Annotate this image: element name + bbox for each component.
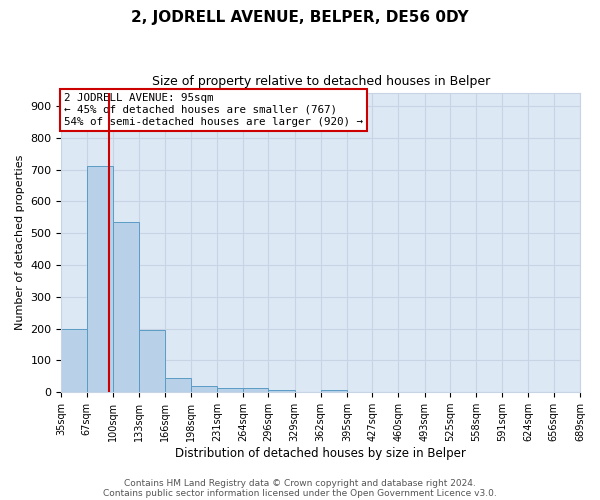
Text: Contains public sector information licensed under the Open Government Licence v3: Contains public sector information licen… <box>103 488 497 498</box>
Text: 2 JODRELL AVENUE: 95sqm
← 45% of detached houses are smaller (767)
54% of semi-d: 2 JODRELL AVENUE: 95sqm ← 45% of detache… <box>64 94 363 126</box>
Bar <box>113 222 139 392</box>
Bar <box>87 166 113 392</box>
Bar <box>165 378 191 392</box>
Title: Size of property relative to detached houses in Belper: Size of property relative to detached ho… <box>152 75 490 88</box>
Text: 2, JODRELL AVENUE, BELPER, DE56 0DY: 2, JODRELL AVENUE, BELPER, DE56 0DY <box>131 10 469 25</box>
Y-axis label: Number of detached properties: Number of detached properties <box>15 155 25 330</box>
Bar <box>191 386 217 392</box>
Bar <box>139 330 165 392</box>
Bar <box>321 390 347 392</box>
Text: Contains HM Land Registry data © Crown copyright and database right 2024.: Contains HM Land Registry data © Crown c… <box>124 478 476 488</box>
Bar <box>243 388 268 392</box>
Bar <box>217 388 243 392</box>
Bar <box>61 328 87 392</box>
X-axis label: Distribution of detached houses by size in Belper: Distribution of detached houses by size … <box>175 447 466 460</box>
Bar <box>268 390 295 392</box>
